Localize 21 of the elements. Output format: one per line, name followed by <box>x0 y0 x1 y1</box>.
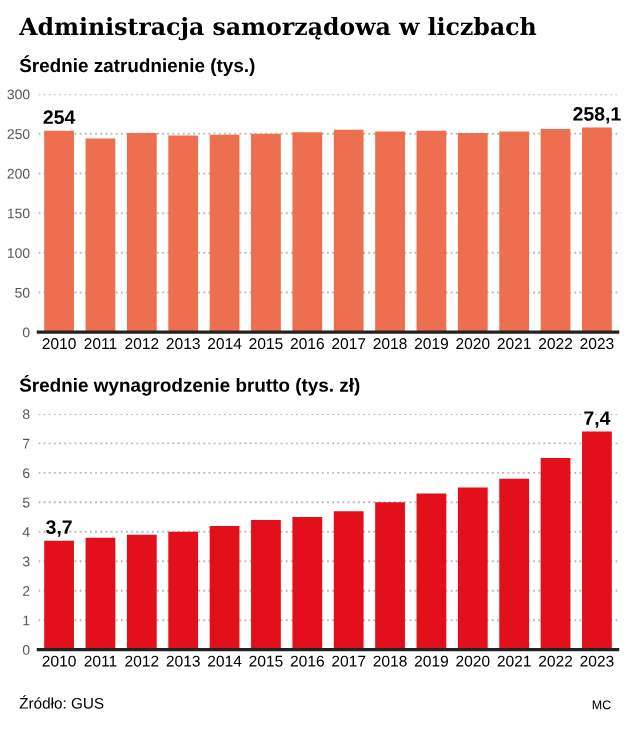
bar <box>582 431 612 650</box>
chart-subtitle: Średnie zatrudnienie (tys.) <box>19 55 255 76</box>
bar <box>85 537 116 650</box>
data-label: 258,1 <box>573 107 621 124</box>
data-label: 7,4 <box>584 411 611 428</box>
chart-title: Administracja samorządowa w liczbach <box>19 16 537 41</box>
bar <box>44 540 74 650</box>
bar <box>251 520 281 650</box>
chart-subtitle: Średnie wynagrodzenie brutto (tys. zł) <box>19 374 360 396</box>
bar <box>540 458 571 650</box>
bar <box>168 531 199 650</box>
bar <box>333 511 364 650</box>
bar <box>209 525 240 650</box>
bar <box>375 502 405 650</box>
bar <box>499 478 530 650</box>
data-label: 254 <box>43 110 76 125</box>
bar <box>292 517 323 650</box>
bar <box>416 493 447 650</box>
data-label: 3,7 <box>46 520 72 537</box>
bar <box>126 534 157 650</box>
bar <box>457 487 488 650</box>
